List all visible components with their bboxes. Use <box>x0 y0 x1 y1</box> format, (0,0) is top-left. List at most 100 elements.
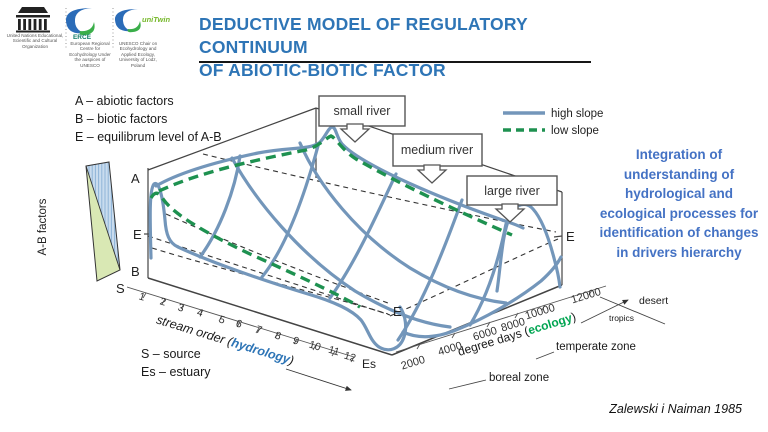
zone-labels: boreal zone temperate zone tropics deser… <box>489 295 668 384</box>
slide-title: DEDUCTIVE MODEL OF REGULATORY CONTINUUM … <box>199 13 619 82</box>
integration-note-line: in drivers hierarchy <box>616 244 742 260</box>
unesco-pediment <box>18 7 48 13</box>
label-A: A <box>131 171 140 186</box>
point-labels: A E B S Es E E <box>116 171 575 371</box>
erce-caption: European Regional Centre for Ecohydrolog… <box>69 41 111 68</box>
ab-factor-slab: A-B factors <box>37 161 121 282</box>
stream-tick: 2 <box>158 296 167 309</box>
slope-legend: high slope low slope <box>503 108 603 137</box>
erce-label: ERCE <box>73 34 92 41</box>
stream-tick: 3 <box>176 302 185 315</box>
title-line-1: DEDUCTIVE MODEL OF REGULATORY CONTINUUM <box>199 14 528 57</box>
title-line-2: OF ABIOTIC-BIOTIC FACTOR <box>199 60 446 80</box>
stream-tick: 11 <box>327 344 341 359</box>
e-tick-right <box>553 235 563 238</box>
mesh-longitudinal-curve <box>298 141 508 305</box>
stream-tick: 5 <box>217 314 226 327</box>
label-E: E <box>133 227 142 242</box>
unitwin-logo: uniTwin <box>114 9 170 33</box>
degree-tick: 2000 <box>400 354 427 373</box>
small-river-callout: small river <box>318 95 406 143</box>
unitwin-caption: UNESCO Chair on Ecohydrology and Applied… <box>118 41 158 68</box>
citation: Zalewski i Naiman 1985 <box>609 402 742 416</box>
low-slope-near-curve <box>149 191 361 309</box>
mesh-far-edge-curve <box>154 125 525 230</box>
stream-tick: 9 <box>291 335 300 348</box>
stream-direction-arrow <box>285 368 352 391</box>
temperate-leader <box>535 351 555 360</box>
large-river-label: large river <box>484 184 540 198</box>
stream-axis-highlight: hydrology <box>230 336 293 367</box>
low-slope-far-curve <box>158 134 513 237</box>
mesh-cross-curve <box>468 222 508 327</box>
label-S: S <box>116 281 125 296</box>
key-line-biotic: B – biotic factors <box>75 112 168 126</box>
high-slope-label: high slope <box>551 108 603 120</box>
unesco-architrave <box>16 15 50 18</box>
mesh-estuary-edge-curve <box>401 255 563 339</box>
mesh-cross-curve <box>396 198 464 342</box>
degree-days-ticks: 2000 4000 6000 8000 10000 12000 <box>400 286 603 373</box>
boreal-leader <box>448 379 487 390</box>
title-underline <box>199 61 591 63</box>
zone-tropics: tropics <box>609 313 634 323</box>
stream-order-ruler <box>126 286 355 363</box>
mesh-cross-curve <box>198 154 242 259</box>
estuary-note-line: Es – estuary <box>141 365 211 379</box>
unitwin-swoosh-green <box>127 21 141 33</box>
zone-desert: desert <box>639 295 668 307</box>
stream-tick: 7 <box>254 324 263 337</box>
stream-order-ticks: 1 2 3 4 5 6 7 8 9 10 11 12 <box>137 291 357 365</box>
degree-axis-suffix: ) <box>570 310 578 325</box>
small-river-arrow-icon <box>339 123 371 143</box>
e-plane-edge <box>165 213 389 304</box>
erce-logo: ERCE <box>65 8 95 41</box>
zone-leader-lines <box>448 296 666 390</box>
zone-temperate: temperate zone <box>556 341 636 353</box>
degree-days-ruler <box>395 285 607 353</box>
mesh-high-slope <box>148 125 563 352</box>
stream-tick: 12 <box>343 350 358 365</box>
medium-river-arrow-icon <box>416 164 448 184</box>
desert-leader-arrow <box>580 299 629 324</box>
y-axis-label: A-B factors <box>37 198 49 255</box>
stream-tick: 6 <box>234 318 243 331</box>
mesh-cross-curve <box>260 144 320 279</box>
unitwin-swoosh-blue <box>114 9 138 32</box>
e-plane-edge <box>389 238 559 317</box>
integration-note-line: Integration of <box>635 147 723 162</box>
stream-tick: 4 <box>195 307 204 320</box>
unesco-caption: United Nations Educational, Scientific a… <box>6 33 64 49</box>
tropics-leader <box>599 296 666 325</box>
unesco-base-1 <box>16 30 50 33</box>
small-river-label: small river <box>334 104 391 118</box>
unesco-logo <box>16 7 50 33</box>
slab-diagonal <box>85 165 121 271</box>
source-note-line: S – source <box>141 347 201 361</box>
degree-tick: 12000 <box>570 286 603 306</box>
key-line-abiotic: A – abiotic factors <box>75 94 174 108</box>
small-river-box <box>318 95 406 127</box>
low-slope-label: low slope <box>551 125 599 137</box>
stream-axis-suffix: ) <box>286 353 296 368</box>
medium-river-box <box>392 133 483 167</box>
key-line-equilibrium: E – equilibrum level of A-B <box>75 130 222 144</box>
zone-boreal: boreal zone <box>489 372 549 384</box>
mesh-low-slope <box>149 134 513 309</box>
unitwin-label: uniTwin <box>142 15 170 24</box>
label-B: B <box>131 264 140 279</box>
frame-bottom-left-edge <box>147 277 393 356</box>
integration-note-line: hydrological and <box>624 186 733 201</box>
label-E-surface: E <box>393 304 402 319</box>
integration-note-line: identification of changes <box>599 225 759 240</box>
mesh-longitudinal-curve <box>230 156 452 329</box>
river-callouts: small river medium river large river <box>318 95 558 223</box>
frame-top-left-edge <box>147 107 317 171</box>
stream-tick: 1 <box>137 291 146 304</box>
stream-tick: 8 <box>273 330 282 343</box>
e-plane-edge <box>147 235 391 316</box>
erce-swoosh-green <box>79 22 95 36</box>
medium-river-callout: medium river <box>392 133 483 184</box>
